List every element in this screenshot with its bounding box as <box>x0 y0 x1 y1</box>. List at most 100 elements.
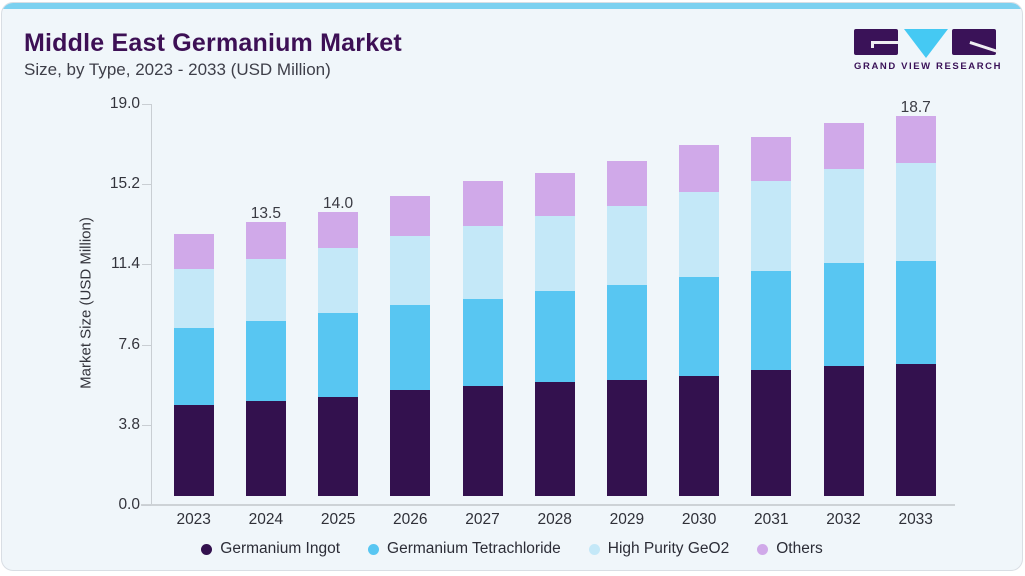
y-tick-mark <box>142 505 151 506</box>
bar-segment-2031-germanium-tetrachloride[interactable] <box>751 270 792 371</box>
x-tick-label-2024: 2024 <box>248 511 284 528</box>
bar-segment-2028-others[interactable] <box>534 173 575 216</box>
x-tick-label-2029: 2029 <box>609 511 645 528</box>
bar-segment-2024-germanium-tetrachloride[interactable] <box>245 321 286 401</box>
bar-2032[interactable] <box>823 122 864 496</box>
x-tick-label-2032: 2032 <box>826 511 861 528</box>
chart-legend: Germanium Ingot Germanium Tetrachloride Hi… <box>2 540 1022 558</box>
logo-wordmark: GRAND VIEW RESEARCH <box>854 61 1003 72</box>
bar-2030[interactable] <box>679 144 720 496</box>
bar-2029[interactable] <box>606 161 647 496</box>
bar-2026[interactable] <box>390 195 431 496</box>
y-tick-label: 7.6 <box>118 335 140 353</box>
bar-segment-2027-others[interactable] <box>462 181 503 227</box>
y-tick-mark <box>142 184 151 186</box>
x-tick-label-2028: 2028 <box>537 511 572 528</box>
chart-title: Middle East Germanium Market <box>24 29 402 57</box>
bar-2028[interactable] <box>534 173 575 496</box>
y-axis-line <box>151 104 152 505</box>
bar-segment-2031-high-purity-geo2[interactable] <box>751 181 792 271</box>
bar-segment-2029-others[interactable] <box>606 161 647 206</box>
bar-segment-2033-germanium-tetrachloride[interactable] <box>895 260 936 365</box>
y-tick-mark <box>142 264 151 266</box>
legend-color-dot-icon <box>757 543 769 555</box>
bar-segment-2024-high-purity-geo2[interactable] <box>245 258 286 322</box>
bar-segment-2027-high-purity-geo2[interactable] <box>462 226 503 300</box>
bar-segment-2029-germanium-ingot[interactable] <box>606 380 647 496</box>
legend-item-germanium-tetrachloride[interactable]: Germanium Tetrachloride <box>368 540 561 558</box>
bar-total-label-2024: 13.5 <box>250 204 281 222</box>
bar-segment-2030-germanium-ingot[interactable] <box>679 376 720 496</box>
legend-label: Germanium Tetrachloride <box>387 540 561 557</box>
bar-segment-2030-high-purity-geo2[interactable] <box>679 191 720 277</box>
bar-segment-2031-others[interactable] <box>751 136 792 182</box>
y-tick-label: 3.8 <box>118 415 140 433</box>
bar-2031[interactable] <box>751 136 792 496</box>
bar-segment-2029-germanium-tetrachloride[interactable] <box>606 284 647 381</box>
bar-segment-2030-germanium-tetrachloride[interactable] <box>679 276 720 377</box>
bar-segment-2024-others[interactable] <box>245 221 286 259</box>
logo-r-block-icon <box>952 29 999 55</box>
bar-segment-2029-high-purity-geo2[interactable] <box>606 205 647 285</box>
bar-segment-2033-germanium-ingot[interactable] <box>895 364 936 496</box>
bar-2023[interactable] <box>173 234 214 496</box>
bar-segment-2026-germanium-tetrachloride[interactable] <box>390 305 431 391</box>
bar-segment-2027-germanium-ingot[interactable] <box>462 386 503 496</box>
bar-segment-2027-germanium-tetrachloride[interactable] <box>462 299 503 387</box>
bar-segment-2023-germanium-tetrachloride[interactable] <box>173 327 214 405</box>
bar-segment-2032-germanium-ingot[interactable] <box>823 366 864 496</box>
bar-2033[interactable] <box>895 116 936 496</box>
bar-segment-2033-others[interactable] <box>895 116 936 164</box>
x-tick-label-2023: 2023 <box>176 511 211 528</box>
bar-segment-2033-high-purity-geo2[interactable] <box>895 163 936 261</box>
y-tick-label: 0.0 <box>118 496 140 513</box>
bar-segment-2025-germanium-ingot[interactable] <box>318 396 359 496</box>
bar-2027[interactable] <box>462 181 503 496</box>
bar-2024[interactable] <box>245 221 286 496</box>
bar-segment-2023-others[interactable] <box>173 234 214 269</box>
y-tick-mark <box>142 104 151 105</box>
x-tick-label-2026: 2026 <box>393 511 428 528</box>
bar-segment-2023-high-purity-geo2[interactable] <box>173 268 214 328</box>
legend-color-dot-icon <box>368 543 380 555</box>
y-tick-label: 19.0 <box>109 95 140 112</box>
legend-label: Others <box>776 540 823 557</box>
bar-segment-2026-high-purity-geo2[interactable] <box>390 236 431 306</box>
bar-segment-2023-germanium-ingot[interactable] <box>173 404 214 496</box>
legend-color-dot-icon <box>588 543 600 555</box>
x-tick-label-2031: 2031 <box>754 511 789 528</box>
bar-segment-2032-others[interactable] <box>823 122 864 170</box>
bar-segment-2030-others[interactable] <box>679 144 720 192</box>
bar-segment-2025-high-purity-geo2[interactable] <box>318 248 359 314</box>
card-top-accent-strip <box>2 3 1022 9</box>
bar-segment-2024-germanium-ingot[interactable] <box>245 400 286 496</box>
bar-2025[interactable] <box>318 211 359 496</box>
bar-segment-2026-germanium-ingot[interactable] <box>390 390 431 496</box>
legend-item-high-purity-geo2[interactable]: High Purity GeO2 <box>588 540 730 558</box>
logo-g-block-icon <box>854 29 898 55</box>
x-tick-label-2027: 2027 <box>465 511 500 528</box>
bar-segment-2028-high-purity-geo2[interactable] <box>534 215 575 291</box>
bar-segment-2032-high-purity-geo2[interactable] <box>823 169 864 263</box>
y-axis-title: Market Size (USD Million) <box>77 217 95 389</box>
legend-item-others[interactable]: Others <box>757 540 823 558</box>
x-tick-label-2025: 2025 <box>320 511 356 528</box>
logo-v-triangle-icon <box>904 29 948 58</box>
bar-segment-2028-germanium-tetrachloride[interactable] <box>534 290 575 383</box>
y-tick-label: 15.2 <box>109 175 140 193</box>
x-axis-line <box>141 504 955 506</box>
logo-glyphs <box>854 29 999 58</box>
bar-segment-2032-germanium-tetrachloride[interactable] <box>823 262 864 367</box>
x-tick-label-2033: 2033 <box>898 511 933 528</box>
legend-item-germanium-ingot[interactable]: Germanium Ingot <box>201 540 340 558</box>
bar-segment-2028-germanium-ingot[interactable] <box>534 382 575 496</box>
bar-total-label-2025: 14.0 <box>323 194 354 212</box>
x-tick-label-2030: 2030 <box>681 511 717 528</box>
legend-label: High Purity GeO2 <box>607 540 730 557</box>
bar-segment-2031-germanium-ingot[interactable] <box>751 370 792 496</box>
chart-subtitle: Size, by Type, 2023 - 2033 (USD Million) <box>24 60 331 79</box>
bar-segment-2025-others[interactable] <box>318 211 359 249</box>
bar-segment-2026-others[interactable] <box>390 195 431 237</box>
grand-view-research-logo: GRAND VIEW RESEARCH <box>854 29 1003 73</box>
bar-segment-2025-germanium-tetrachloride[interactable] <box>318 313 359 397</box>
